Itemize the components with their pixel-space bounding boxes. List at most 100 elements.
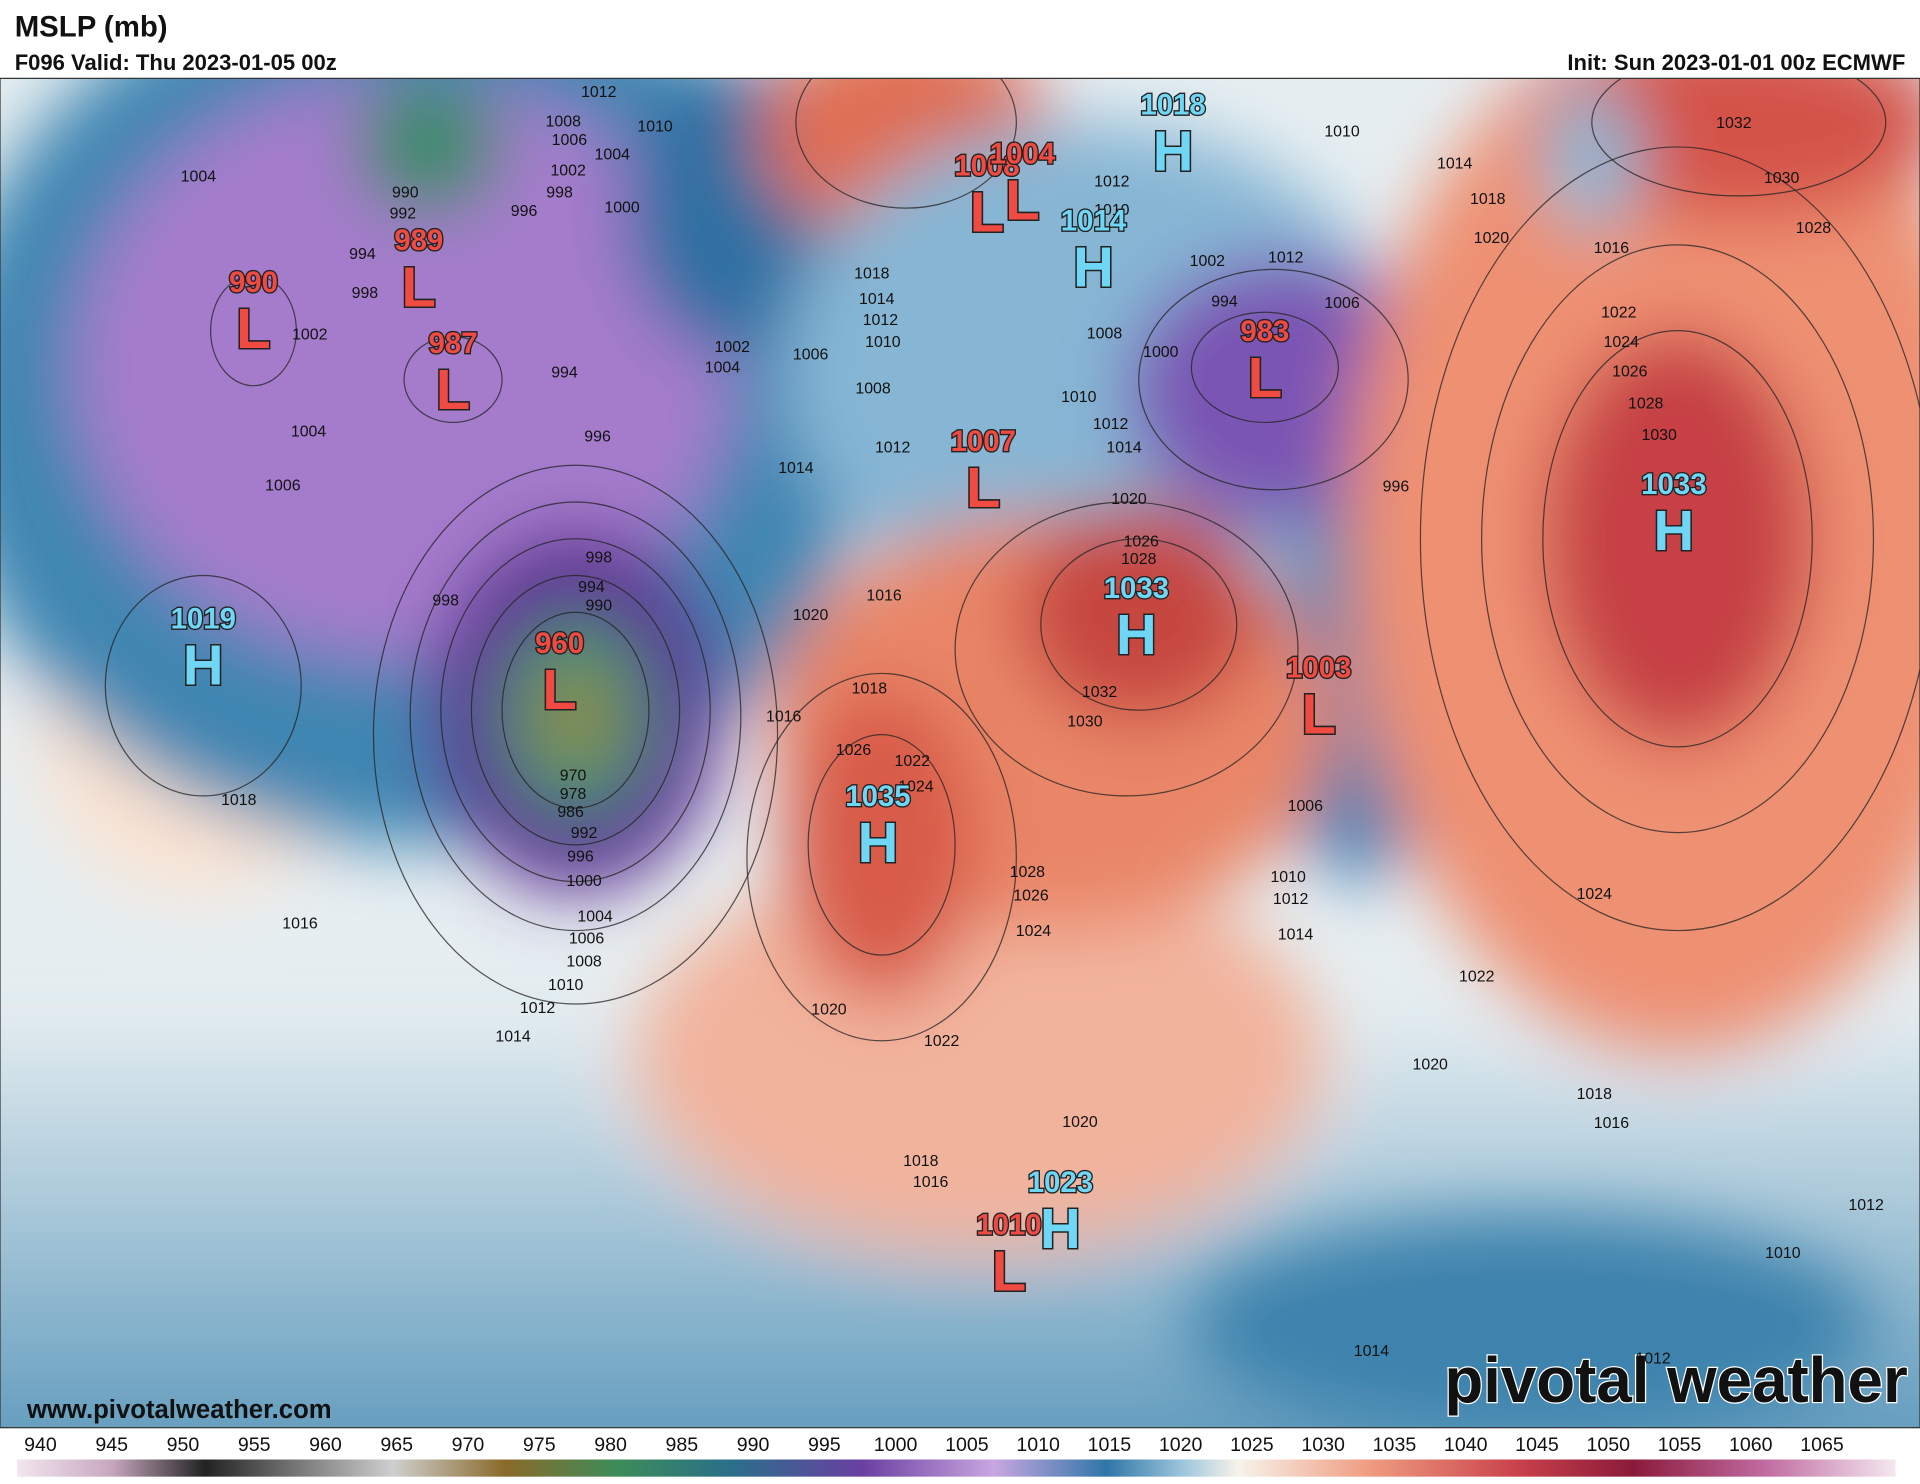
contour-label: 1016 — [866, 587, 902, 604]
center-letter: H — [858, 811, 899, 874]
center-value: 1003 — [1286, 652, 1351, 685]
contour-label: 1030 — [1067, 714, 1103, 731]
contour-label: 1018 — [1470, 191, 1506, 208]
center-value: 960 — [535, 627, 584, 660]
contour-label: 986 — [557, 804, 584, 821]
contour-label: 990 — [586, 597, 613, 614]
center-value: 1033 — [1104, 572, 1169, 605]
contour-label: 1018 — [903, 1153, 939, 1170]
contour-label: 1008 — [566, 954, 602, 971]
contour-label: 990 — [392, 185, 419, 202]
center-letter: L — [1248, 346, 1282, 409]
center-letter: H — [1040, 1197, 1081, 1260]
contour-label: 1032 — [1082, 684, 1118, 701]
title: MSLP (mb) — [15, 11, 168, 44]
center-letter: H — [1153, 119, 1194, 182]
contour-label: 1016 — [282, 916, 318, 933]
contour-label: 1014 — [1278, 927, 1314, 944]
center-letter: L — [542, 658, 576, 721]
center-value: 1018 — [1140, 88, 1205, 121]
contour-label: 1026 — [1124, 534, 1160, 551]
contour-label: 1014 — [778, 460, 814, 477]
colorbar-tick-label: 1040 — [1444, 1434, 1488, 1456]
contour-label: 1006 — [569, 930, 605, 947]
colorbar-tick-label: 1050 — [1586, 1434, 1630, 1456]
center-letter: H — [1116, 603, 1157, 666]
contour-label: 996 — [567, 848, 594, 865]
contour-label: 1030 — [1641, 427, 1677, 444]
colorbar-tick-label: 980 — [594, 1434, 627, 1456]
colorbar-tick-label: 950 — [167, 1434, 200, 1456]
colorbar-tick-label: 990 — [737, 1434, 770, 1456]
colorbar-tick-label: 945 — [95, 1434, 128, 1456]
contour-label: 1012 — [1848, 1197, 1884, 1214]
contour-label: 1024 — [898, 779, 934, 796]
center-value: 1023 — [1028, 1166, 1093, 1199]
contour-label: 998 — [586, 550, 613, 567]
contour-label: 1026 — [1013, 887, 1049, 904]
contour-label: 1010 — [1061, 389, 1097, 406]
contour-label: 1000 — [604, 199, 640, 216]
isobars — [104, 78, 1920, 1042]
contour-label: 1008 — [855, 381, 891, 398]
contour-label: 1010 — [1765, 1245, 1801, 1262]
contour-label: 1004 — [705, 360, 741, 377]
contour-label: 1000 — [566, 873, 602, 890]
colorbar-tick-label: 1030 — [1301, 1434, 1345, 1456]
colorbar-tick-label: 1010 — [1016, 1434, 1060, 1456]
contour-label: 1018 — [852, 681, 888, 698]
contour-label: 1012 — [581, 84, 617, 101]
contour-label: 1014 — [1437, 155, 1473, 172]
contour-label: 1010 — [865, 334, 901, 351]
contour-label: 1014 — [1354, 1343, 1390, 1360]
contour-label: 1006 — [265, 477, 301, 494]
contour-label: 1010 — [637, 119, 673, 136]
contour-label: 1024 — [1604, 334, 1640, 351]
center-value: 990 — [229, 266, 278, 299]
contour-label: 1002 — [292, 327, 328, 344]
contour-label: 1026 — [1612, 363, 1648, 380]
contour-label: 996 — [511, 203, 538, 220]
contour-label: 992 — [390, 205, 417, 222]
contour-label: 970 — [560, 767, 587, 784]
center-letter: H — [1073, 236, 1114, 299]
center-value: 1033 — [1641, 468, 1706, 501]
center-value: 1008 — [954, 150, 1019, 183]
contour-label: 998 — [546, 185, 573, 202]
contour-label: 1000 — [1143, 344, 1179, 361]
contour-label: 978 — [560, 786, 587, 803]
contour-label: 1014 — [1106, 439, 1142, 456]
contour-label: 1012 — [1273, 891, 1309, 908]
center-value: 989 — [394, 224, 443, 257]
contour-label: 1028 — [1121, 551, 1157, 568]
contour-label: 1020 — [793, 607, 829, 624]
contour-label: 1020 — [1111, 491, 1147, 508]
colorbar-tick-label: 1000 — [874, 1434, 918, 1456]
contour-label: 1020 — [1474, 230, 1510, 247]
contour-label: 1002 — [715, 339, 751, 356]
contour-label: 994 — [578, 579, 605, 596]
contour-label: 1016 — [1594, 240, 1630, 257]
center-value: 1014 — [1061, 205, 1127, 238]
contour-label: 1012 — [1094, 174, 1130, 191]
contour-label: 1020 — [1413, 1056, 1449, 1073]
contour-label: 1012 — [1268, 250, 1304, 267]
contour-label: 1010 — [1324, 123, 1360, 140]
contour-label: 1006 — [793, 346, 829, 363]
center-letter: L — [966, 456, 1000, 519]
contour-label: 1010 — [1094, 202, 1130, 219]
contour-label: 1002 — [550, 163, 586, 180]
contour-label: 1010 — [548, 977, 584, 994]
colorbar-tick-label: 1035 — [1373, 1434, 1417, 1456]
contour-label: 1022 — [924, 1033, 960, 1050]
center-letter: L — [402, 255, 436, 318]
contour-label: 1024 — [1577, 886, 1613, 903]
contour-label: 1014 — [859, 291, 895, 308]
contour-label: 1028 — [1010, 864, 1046, 881]
center-letter: L — [236, 297, 270, 360]
colorbar-tick-label: 1060 — [1729, 1434, 1773, 1456]
